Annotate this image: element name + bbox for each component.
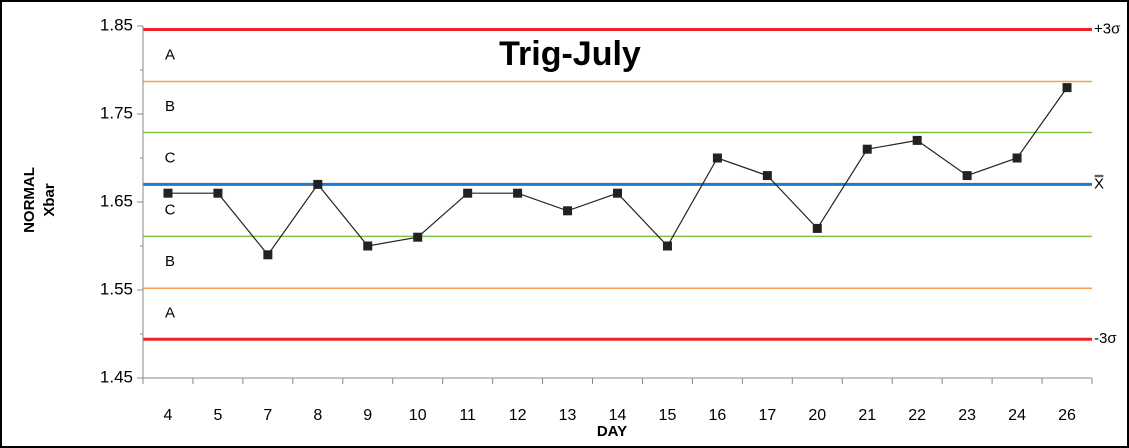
zone-label: B [165, 98, 175, 115]
zone-label: A [165, 46, 175, 63]
data-point [912, 135, 922, 145]
x-tick-label: 14 [609, 407, 627, 424]
x-tick-label: 23 [958, 407, 976, 424]
control-line-label: X̿ [1094, 175, 1104, 192]
data-point [463, 188, 473, 198]
y-axis-label: NORMAL [21, 167, 38, 233]
x-tick-label: 20 [808, 407, 826, 424]
data-point [962, 171, 972, 181]
x-tick-label: 9 [363, 407, 372, 424]
data-point [712, 153, 722, 163]
y-tick-label: 1.75 [100, 103, 133, 122]
zone-label: C [165, 149, 176, 166]
x-tick-label: 5 [213, 407, 222, 424]
zone-label: A [165, 305, 175, 322]
data-point [163, 188, 173, 198]
chart-title: Trig-July [499, 35, 641, 73]
x-tick-label: 7 [263, 407, 272, 424]
zone-label: B [165, 253, 175, 270]
control-line-label: +3σ [1094, 20, 1121, 37]
y-tick-label: 1.55 [100, 279, 133, 298]
x-tick-label: 24 [1008, 407, 1026, 424]
data-point [563, 206, 573, 216]
x-tick-label: 26 [1058, 407, 1076, 424]
data-point [662, 241, 672, 251]
data-point [213, 188, 223, 198]
data-point [862, 144, 872, 154]
zone-label: C [165, 201, 176, 218]
y-tick-label: 1.45 [100, 367, 133, 386]
x-tick-label: 22 [908, 407, 926, 424]
control-line-label: -3σ [1094, 330, 1117, 347]
data-point [513, 188, 523, 198]
data-point [1062, 83, 1072, 93]
x-tick-label: 21 [858, 407, 876, 424]
data-point [613, 188, 622, 198]
y-tick-label: 1.85 [100, 15, 133, 34]
data-point [413, 232, 423, 242]
x-axis-label: DAY [597, 423, 627, 440]
x-tick-label: 11 [459, 407, 476, 424]
data-point [1012, 153, 1022, 163]
data-point [263, 250, 273, 260]
data-point [313, 179, 323, 189]
y-axis-label: Xbar [41, 183, 58, 217]
y-tick-label: 1.65 [100, 191, 133, 210]
x-tick-label: 8 [313, 407, 322, 424]
data-point [812, 223, 822, 233]
x-tick-label: 12 [509, 407, 527, 424]
x-tick-label: 16 [708, 407, 726, 424]
x-tick-label: 13 [559, 407, 577, 424]
x-tick-label: 15 [659, 407, 677, 424]
x-tick-label: 4 [164, 407, 173, 424]
x-tick-label: 17 [758, 407, 776, 424]
x-tick-label: 10 [409, 407, 427, 424]
data-point [363, 241, 373, 251]
data-point [762, 171, 772, 181]
